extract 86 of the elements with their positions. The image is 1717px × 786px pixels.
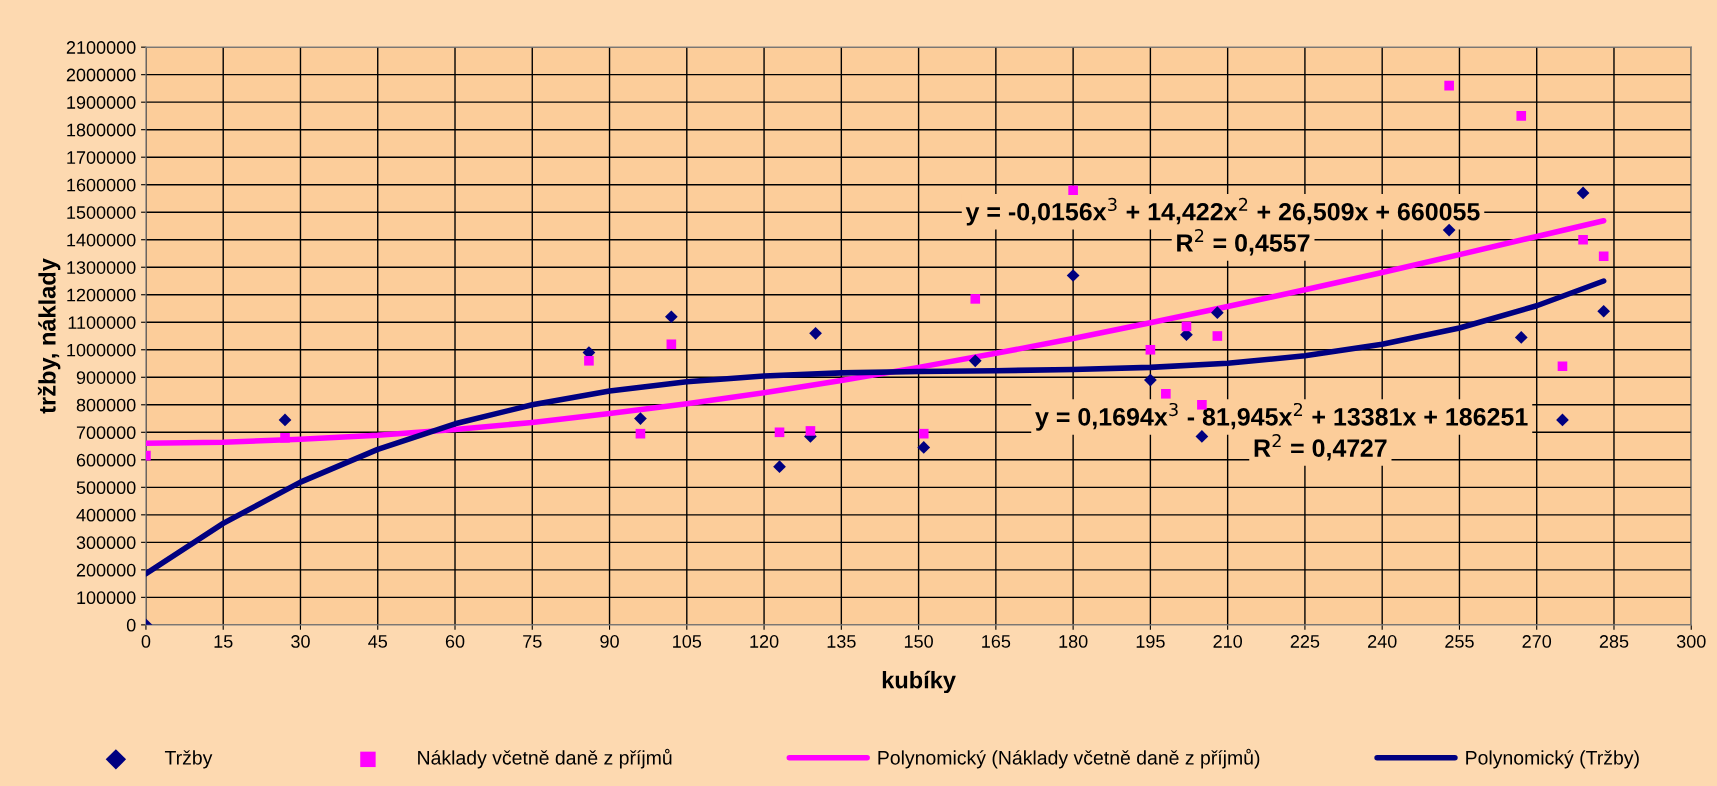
point — [1598, 251, 1609, 262]
point — [634, 412, 647, 425]
y-tick-label: 1400000 — [67, 233, 136, 247]
point — [1144, 373, 1157, 387]
point — [805, 426, 816, 436]
point — [809, 326, 822, 340]
x-tick-label: 30 — [291, 635, 310, 648]
legend-label: Polynomický (Náklady včetně daně z příjmů) — [878, 748, 1260, 769]
y-tick-label: 1300000 — [67, 261, 136, 274]
x-axis-title: kubíky — [882, 670, 956, 694]
y-tick-label: 2000000 — [66, 68, 136, 82]
point — [970, 294, 981, 304]
point — [1578, 234, 1588, 245]
y-tick-label: 500000 — [76, 481, 136, 495]
x-tick-label: 240 — [1368, 635, 1397, 648]
annotation: y = 0,1694x$^{3}$ - 81,945x$^{2}$ + 13381x + 186251 — [1035, 402, 1528, 431]
point — [774, 427, 785, 438]
x-tick-label: 0 — [141, 635, 151, 648]
y-tick-label: 1700000 — [67, 151, 136, 164]
x-tick-label: 285 — [1599, 635, 1629, 648]
point — [278, 413, 292, 427]
y-tick-label: 1900000 — [67, 96, 136, 109]
x-tick-label: 15 — [214, 635, 233, 648]
y-tick-label: 0 — [126, 618, 136, 632]
legend-label: Tržby — [164, 750, 213, 769]
point — [1212, 331, 1223, 341]
y-tick-label: 100000 — [77, 591, 136, 605]
point — [1068, 185, 1078, 196]
annotation: y = -0,0156x$^{3}$ + 14,422x$^{2}$ + 26,509x + 660055 — [965, 197, 1480, 226]
point — [1597, 304, 1611, 318]
point — [1145, 344, 1156, 355]
y-tick-label: 1000000 — [67, 343, 136, 357]
point — [1557, 361, 1568, 372]
point — [1516, 111, 1527, 121]
y-axis-title: tržby, náklady — [37, 258, 61, 414]
x-tick-label: 60 — [445, 635, 465, 648]
y-tick-label: 1600000 — [67, 178, 136, 192]
point — [1197, 399, 1207, 410]
point — [1556, 413, 1569, 427]
x-tick-label: 225 — [1290, 635, 1320, 648]
y-tick-label: 1100000 — [68, 316, 136, 329]
x-tick-label: 165 — [982, 635, 1011, 648]
y-tick-label: 600000 — [76, 453, 136, 467]
y-tick-label: 200000 — [76, 563, 136, 577]
x-tick-label: 255 — [1445, 635, 1474, 648]
point — [664, 310, 678, 324]
point — [918, 428, 929, 439]
y-tick-label: 1800000 — [67, 123, 136, 137]
annotation: R$^{2}$ = 0,4557 — [1177, 229, 1310, 256]
y-tick-label: 1500000 — [67, 206, 136, 219]
y-tick-label: 900000 — [76, 371, 136, 384]
point — [280, 432, 290, 443]
point — [917, 441, 931, 454]
x-tick-label: 270 — [1522, 635, 1552, 648]
point — [1161, 388, 1171, 399]
x-tick-label: 210 — [1213, 635, 1243, 648]
x-tick-label: 195 — [1136, 635, 1165, 648]
point — [584, 355, 594, 366]
x-tick-label: 150 — [904, 635, 933, 648]
x-tick-label: 45 — [368, 635, 388, 648]
x-tick-label: 300 — [1676, 635, 1706, 648]
point — [1210, 306, 1224, 319]
y-tick-label: 800000 — [76, 398, 136, 412]
y-tick-label: 300000 — [76, 536, 136, 550]
point — [1195, 430, 1209, 443]
y-tick-label: 1200000 — [67, 288, 136, 302]
x-tick-label: 135 — [827, 635, 856, 648]
point — [1514, 331, 1528, 344]
x-tick-label: 90 — [600, 635, 619, 648]
legend-label: Polynomický (Tržby) — [1466, 750, 1639, 769]
y-tick-label: 400000 — [76, 508, 136, 522]
x-tick-label: 180 — [1059, 635, 1088, 648]
y-tick-label: 700000 — [76, 426, 136, 440]
point — [1576, 186, 1590, 200]
point — [1442, 223, 1456, 237]
point — [773, 460, 786, 474]
point — [968, 354, 982, 368]
point — [1066, 269, 1080, 282]
point — [666, 339, 677, 350]
point — [1444, 80, 1454, 91]
y-tick-label: 2100000 — [66, 41, 136, 54]
annotation: R$^{2}$ = 0,4727 — [1254, 434, 1387, 461]
x-tick-label: 120 — [750, 635, 779, 648]
x-tick-label: 105 — [673, 635, 702, 648]
legend-label: Náklady včetně daně z příjmů — [418, 748, 672, 769]
x-tick-label: 75 — [523, 635, 542, 648]
